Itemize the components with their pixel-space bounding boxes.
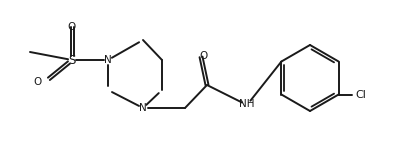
Text: N: N	[139, 103, 147, 113]
Text: O: O	[68, 22, 76, 32]
Text: O: O	[200, 51, 208, 61]
Text: S: S	[69, 54, 76, 67]
Text: O: O	[33, 77, 41, 87]
Text: Cl: Cl	[355, 90, 366, 100]
Text: N: N	[104, 55, 112, 65]
Text: NH: NH	[239, 99, 255, 109]
